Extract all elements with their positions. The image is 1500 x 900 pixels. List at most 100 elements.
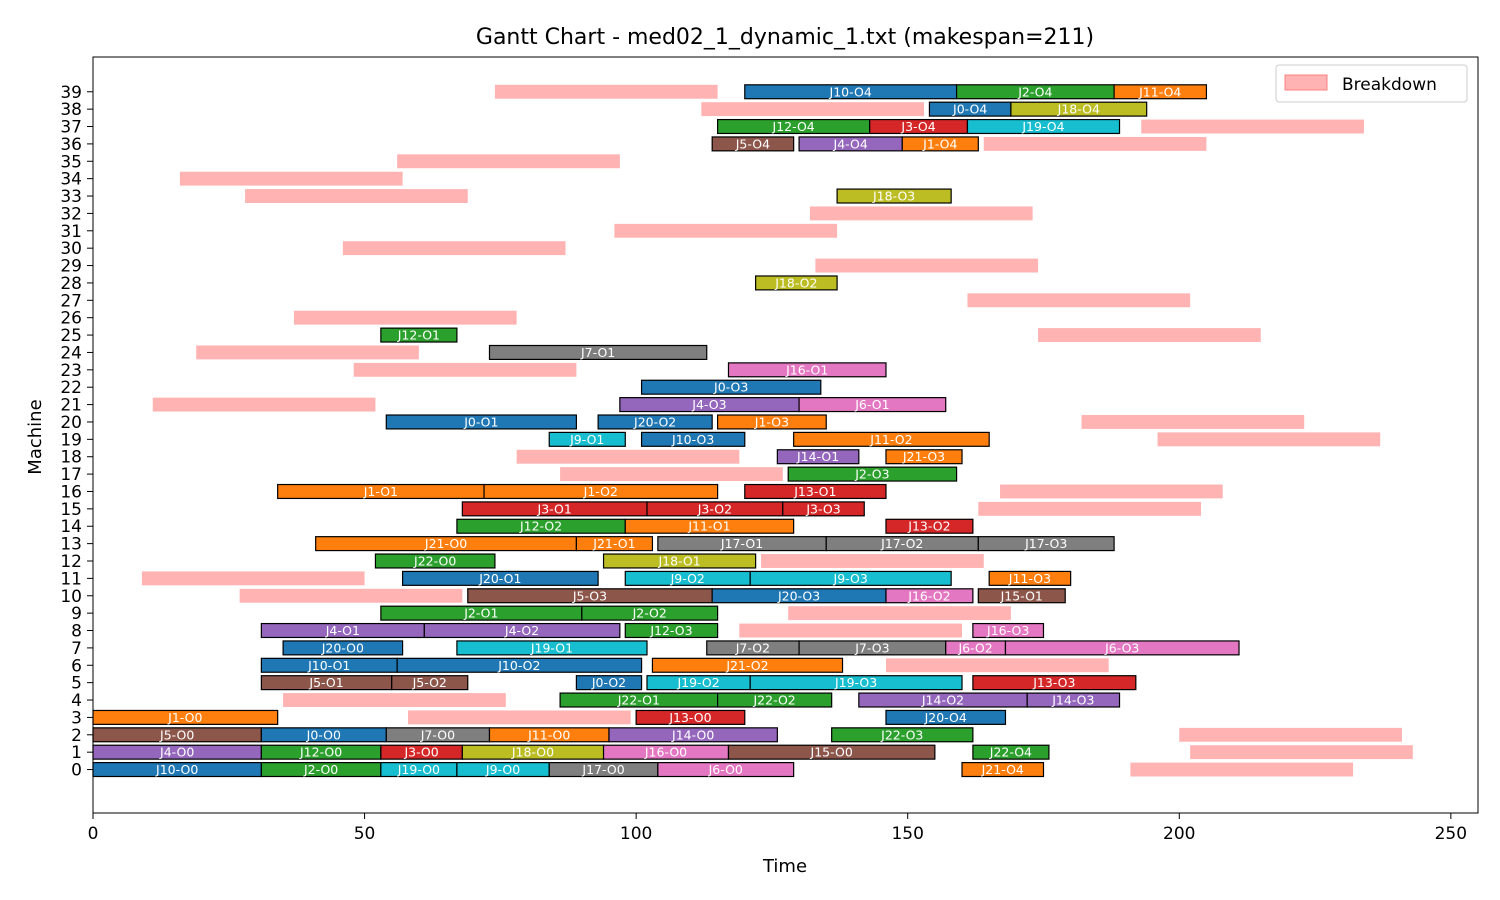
operation-bar-j5-o4 [711,136,795,152]
y-axis-label: Machine [25,399,46,474]
operation-label-j3-o1: J3-O1 [537,501,572,516]
operation-label-j1-o1: J1-O1 [363,484,398,499]
breakdown-bar-m12-23 [761,554,984,568]
y-tick-label-15: 15 [60,500,82,520]
breakdown-bar-m17-20 [560,467,783,482]
operation-bar-j7-o1 [488,344,708,360]
breakdown-bar-m1-32 [1190,745,1413,760]
y-tick-label-38: 38 [60,100,82,120]
operation-label-j11-o0: J11-O0 [527,727,570,742]
operation-label-j22-o1: J22-O1 [617,693,660,708]
operation-label-j20-o3: J20-O3 [777,588,820,603]
x-tick-label-200: 200 [1163,824,1195,844]
operation-label-j1-o2: J1-O2 [583,484,618,499]
breakdown-bar-m27-11 [967,293,1191,308]
x-tick-label-150: 150 [891,824,923,844]
operation-label-j5-o3: J5-O3 [572,588,607,603]
operation-label-j18-o2: J18-O2 [774,275,817,290]
operation-label-j14-o2: J14-O2 [921,693,964,708]
y-tick-label-36: 36 [60,135,82,155]
y-tick-label-21: 21 [60,396,82,416]
operation-bar-j20-o0 [282,640,404,656]
operation-label-j11-o4: J11-O4 [1138,84,1181,99]
y-tick-label-22: 22 [60,378,82,398]
y-tick-label-6: 6 [71,656,82,676]
operation-label-j6-o1: J6-O1 [854,397,889,412]
operation-bar-j16-o1 [727,362,887,378]
operation-label-j11-o3: J11-O3 [1008,571,1051,586]
operations-layer: J10-O4 J2-O4 J11-O4 J0-O4 J18-O4 J12-O4 J3-O4 J… [92,84,1240,778]
operation-label-j0-o0: J0-O0 [306,727,341,742]
breakdown-bar-m39-0 [494,84,718,99]
operation-label-j20-o4: J20-O4 [924,710,967,725]
x-tick-label-100: 100 [620,824,652,844]
operation-bar-j5-o2 [391,675,469,691]
operation-label-j18-o4: J18-O4 [1057,102,1100,117]
operation-label-j14-o3: J14-O3 [1051,693,1094,708]
y-tick-label-20: 20 [60,413,82,433]
breakdown-bar-m26-12 [293,310,517,325]
breakdown-bar-m15-22 [978,501,1201,516]
y-tick-label-8: 8 [71,622,82,642]
operation-bar-j13-o2 [885,518,974,534]
operation-bar-j1-o3 [717,414,827,430]
operation-label-j12-o4: J12-O4 [772,119,815,134]
y-tick-label-34: 34 [60,170,82,190]
y-tick-label-32: 32 [60,204,82,224]
y-tick-label-24: 24 [60,343,82,363]
operation-label-j11-o1: J11-O1 [687,519,730,534]
operation-label-j4-o1: J4-O1 [325,623,360,638]
y-tick-label-9: 9 [71,604,82,624]
operation-bar-j10-o3 [640,431,746,447]
legend-breakdown-label: Breakdown [1342,75,1437,95]
operation-bar-j18-o4 [1010,101,1148,117]
operation-label-j21-o4: J21-O4 [981,762,1024,777]
operation-label-j3-o0: J3-O0 [403,745,438,760]
operation-label-j1-o3: J1-O3 [754,414,789,429]
operation-label-j13-o1: J13-O1 [793,484,836,499]
operation-label-j0-o2: J0-O2 [591,675,626,690]
operation-label-j17-o0: J17-O0 [581,762,624,777]
operation-label-j21-o3: J21-O3 [902,449,945,464]
operation-bar-j1-o4 [901,136,979,152]
operation-label-j17-o1: J17-O1 [720,536,763,551]
operation-label-j2-o1: J2-O1 [463,606,498,621]
operation-label-j22-o3: J22-O3 [880,727,923,742]
operation-bar-j22-o4 [972,744,1050,760]
operation-label-j21-o1: J21-O1 [592,536,635,551]
breakdown-layer [141,84,1413,777]
operation-bar-j6-o3 [1004,640,1240,656]
operation-label-j0-o1: J0-O1 [463,414,498,429]
operation-bar-j14-o1 [776,449,860,465]
operation-label-j19-o3: J19-O3 [834,675,877,690]
operation-bar-j22-o2 [717,692,833,708]
x-tick-label-50: 50 [354,824,376,844]
operation-label-j6-o3: J6-O3 [1104,640,1139,655]
legend-breakdown-swatch [1284,74,1328,91]
operation-label-j18-o3: J18-O3 [872,189,915,204]
operation-label-j4-o2: J4-O2 [504,623,539,638]
y-tick-label-37: 37 [60,118,82,138]
operation-bar-j6-o0 [657,761,795,778]
operation-label-j17-o2: J17-O2 [880,536,923,551]
operation-label-j22-o2: J22-O2 [753,693,796,708]
y-tick-label-23: 23 [60,361,82,381]
breakdown-bar-m31-8 [614,223,838,238]
operation-bar-j15-o0 [727,744,936,760]
operation-label-j18-o1: J18-O1 [657,554,700,569]
operation-label-j4-o3: J4-O3 [691,397,726,412]
y-tick-label-27: 27 [60,291,82,311]
operation-label-j14-o1: J14-O1 [796,449,839,464]
operation-label-j12-o2: J12-O2 [519,519,562,534]
operation-label-j9-o1: J9-O1 [569,432,604,447]
operation-bar-j19-o3 [749,675,963,691]
x-tick-label-0: 0 [88,824,99,844]
operation-label-j1-o4: J1-O4 [922,136,957,151]
y-tick-label-18: 18 [60,448,82,468]
operation-bar-j13-o1 [744,483,887,500]
operation-label-j5-o0: J5-O0 [159,727,194,742]
operation-bar-j20-o1 [401,570,599,586]
y-tick-label-26: 26 [60,309,82,329]
operation-label-j12-o0: J12-O0 [299,745,342,760]
